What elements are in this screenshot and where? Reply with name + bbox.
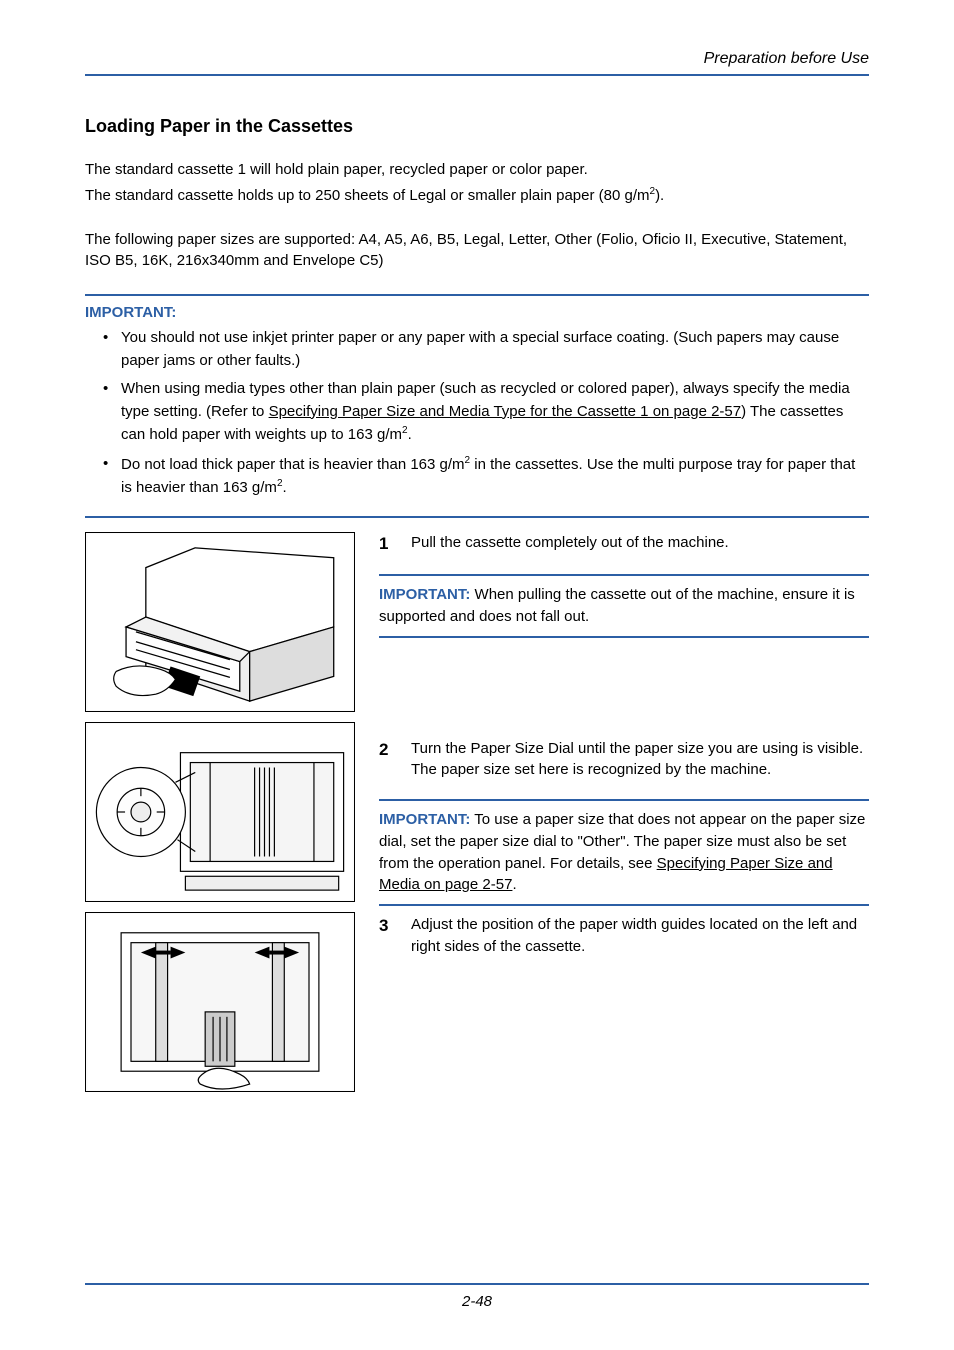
important-callout: IMPORTANT: You should not use inkjet pri…: [85, 294, 869, 518]
important-list: You should not use inkjet printer paper …: [85, 327, 869, 500]
intro-block: The standard cassette 1 will hold plain …: [85, 159, 869, 207]
figure-2-svg: [86, 723, 354, 901]
figure-2: [85, 722, 355, 902]
intro-line-1: The standard cassette 1 will hold plain …: [85, 159, 869, 181]
step-1-num: 1: [379, 532, 393, 557]
step-2-text: Turn the Paper Size Dial until the paper…: [411, 738, 869, 782]
step-1: 1 Pull the cassette completely out of th…: [379, 532, 869, 557]
step-1-important-label: IMPORTANT:: [379, 586, 470, 603]
step-3-text: Adjust the position of the paper width g…: [411, 914, 869, 958]
steps-text-column: 1 Pull the cassette completely out of th…: [379, 532, 869, 976]
step-2-important-post: .: [512, 876, 516, 893]
intro-line-2-pre: The standard cassette holds up to 250 sh…: [85, 187, 650, 204]
running-header: Preparation before Use: [85, 50, 869, 68]
step-2-important-label: IMPORTANT:: [379, 811, 470, 828]
important-item-3: Do not load thick paper that is heavier …: [103, 453, 869, 500]
figure-3: [85, 912, 355, 1092]
important-title: IMPORTANT:: [85, 304, 869, 321]
page: Preparation before Use Loading Paper in …: [0, 0, 954, 1350]
figure-1-svg: [86, 533, 354, 711]
sizes-paragraph: The following paper sizes are supported:…: [85, 229, 869, 273]
page-header: Preparation before Use: [85, 50, 869, 76]
intro-line-2: The standard cassette holds up to 250 sh…: [85, 185, 869, 207]
figure-3-svg: [86, 913, 354, 1091]
sizes-block: The following paper sizes are supported:…: [85, 229, 869, 273]
xref-cassette1[interactable]: Specifying Paper Size and Media Type for…: [269, 403, 742, 420]
step-1-important: IMPORTANT: When pulling the cassette out…: [379, 574, 869, 638]
figures-column: [85, 532, 355, 1102]
step-2: 2 Turn the Paper Size Dial until the pap…: [379, 738, 869, 782]
steps-region: 1 Pull the cassette completely out of th…: [85, 532, 869, 1102]
important-item-1: You should not use inkjet printer paper …: [103, 327, 869, 372]
step-1-text: Pull the cassette completely out of the …: [411, 532, 729, 557]
step-3: 3 Adjust the position of the paper width…: [379, 914, 869, 958]
section-title: Loading Paper in the Cassettes: [85, 116, 869, 137]
figure-1: [85, 532, 355, 712]
step-2-num: 2: [379, 738, 393, 782]
page-number: 2-48: [462, 1293, 492, 1310]
step-2-important: IMPORTANT: To use a paper size that does…: [379, 799, 869, 906]
intro-line-2-post: ).: [655, 187, 664, 204]
important-item-2: When using media types other than plain …: [103, 378, 869, 447]
step-3-num: 3: [379, 914, 393, 958]
page-footer: 2-48: [85, 1283, 869, 1310]
